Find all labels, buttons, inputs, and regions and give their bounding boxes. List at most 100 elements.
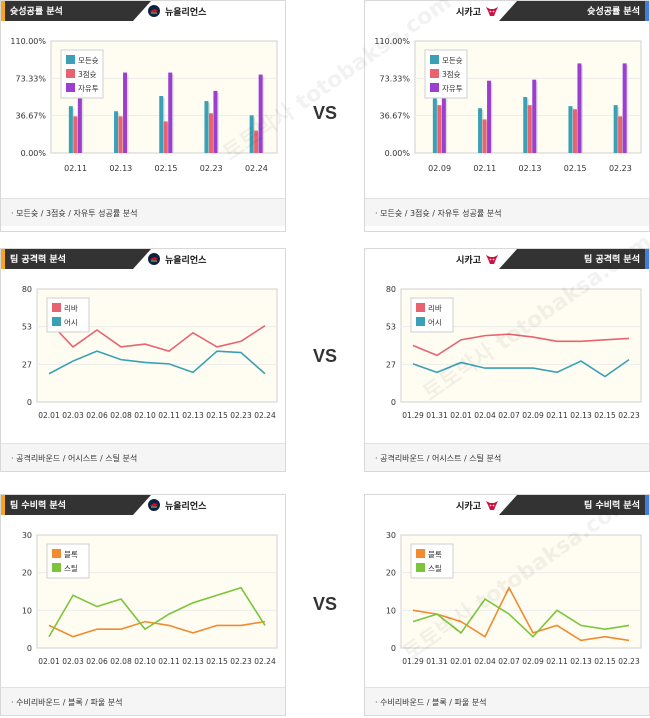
footer-text: 모든슛 / 3점슛 / 자유투 성공률 분석 <box>380 209 502 218</box>
x-tick-label: 02.13 <box>182 657 204 666</box>
bar <box>73 116 78 153</box>
y-tick-label: 27 <box>386 360 396 369</box>
x-tick-label: 02.24 <box>254 657 276 666</box>
bar <box>118 116 123 153</box>
panel-header: 팀 공격력 분석 <box>365 249 649 269</box>
y-tick-label: 10 <box>22 606 32 615</box>
bulls-logo-icon <box>486 501 498 510</box>
y-tick-label: 80 <box>386 285 396 294</box>
legend-swatch <box>66 55 75 64</box>
x-tick-label: 02.11 <box>473 164 496 173</box>
x-tick-label: 02.15 <box>564 164 587 173</box>
panel-footer: · 수비리바운드 / 블록 / 파울 분석 <box>1 687 285 715</box>
bar <box>159 95 164 153</box>
y-tick-label: 30 <box>22 531 32 540</box>
legend-label: 모든슛 <box>442 56 463 65</box>
y-tick-label: 20 <box>22 569 32 578</box>
footer-text: 모든슛 / 3점슛 / 자유투 성공률 분석 <box>16 209 138 218</box>
x-tick-label: 02.08 <box>110 657 132 666</box>
legend-swatch <box>430 69 439 78</box>
pelicans-logo-icon <box>148 253 160 265</box>
x-tick-label: 02.03 <box>62 411 84 420</box>
team-name: 뉴올리언스 <box>165 7 207 18</box>
bar <box>163 121 168 153</box>
footer-text: 수비리바운드 / 블록 / 파울 분석 <box>16 698 123 707</box>
x-tick-label: 02.23 <box>618 411 640 420</box>
bar <box>254 130 259 153</box>
y-tick-label: 27 <box>22 360 32 369</box>
offense-section: 팀 공격력 분석 뉴올리언스 80 53 27 0 02.01 02.03 02.06 02.… <box>0 248 650 483</box>
bar <box>258 74 263 153</box>
team-label-right: 시카고 <box>456 4 499 18</box>
bar <box>441 61 446 154</box>
vs-label: VS <box>312 346 337 366</box>
panel-header: 팀 공격력 분석 <box>1 249 285 269</box>
x-tick-label: 02.07 <box>498 657 520 666</box>
team-label-right: 시카고 <box>456 498 499 512</box>
x-tick-label: 02.13 <box>570 657 592 666</box>
bar <box>123 72 128 153</box>
y-tick-label: 0.00% <box>21 149 47 158</box>
x-tick-label: 02.01 <box>450 411 472 420</box>
legend-swatch <box>52 563 61 572</box>
legend-label: 어시 <box>64 317 78 327</box>
x-tick-label: 01.29 <box>402 657 424 666</box>
x-tick-label: 02.13 <box>109 164 132 173</box>
x-tick-label: 02.24 <box>254 411 276 420</box>
panel-header: 슛성공률 분석 <box>365 1 649 21</box>
section-title: 팀 공격력 분석 <box>584 255 640 265</box>
team-name: 뉴올리언스 <box>165 501 207 512</box>
bar <box>527 105 532 153</box>
x-tick-label: 02.23 <box>618 657 640 666</box>
vs-label: VS <box>312 103 337 123</box>
y-tick-label: 20 <box>386 569 396 578</box>
legend-swatch <box>52 549 61 558</box>
shooting-section: 슛성공률 분석 뉴올리언스 110.00% 73.33% 36.67% 0.00% 02… <box>0 0 650 235</box>
x-tick-label: 02.08 <box>110 411 132 420</box>
team-name: 뉴올리언스 <box>165 255 207 266</box>
legend-label: 스틸 <box>64 564 78 573</box>
x-tick-label: 02.23 <box>200 164 223 173</box>
pelicans-logo-icon <box>148 499 160 511</box>
y-tick-label: 36.67% <box>379 112 410 121</box>
bar <box>68 106 73 153</box>
x-tick-label: 02.06 <box>86 657 108 666</box>
x-tick-label: 02.06 <box>86 411 108 420</box>
x-tick-label: 02.11 <box>158 411 180 420</box>
legend-label: 리바 <box>428 303 442 313</box>
x-tick-label: 02.15 <box>594 411 616 420</box>
legend-swatch <box>416 563 425 572</box>
legend-label: 3점슛 <box>442 69 461 79</box>
bar <box>577 63 582 153</box>
x-tick-label: 02.04 <box>474 657 496 666</box>
vs-label: VS <box>312 594 337 614</box>
pelicans-logo-icon <box>148 5 160 17</box>
shooting-panel-left: 슛성공률 분석 뉴올리언스 110.00% 73.33% 36.67% 0.00% 02… <box>0 0 286 232</box>
x-tick-label: 02.01 <box>38 411 60 420</box>
x-tick-label: 02.01 <box>38 657 60 666</box>
y-tick-label: 0 <box>27 398 32 407</box>
x-tick-label: 02.11 <box>546 657 568 666</box>
bulls-logo-icon <box>486 255 498 264</box>
panel-header: 슛성공률 분석 <box>1 1 285 21</box>
x-tick-label: 02.09 <box>428 164 451 173</box>
bar <box>572 109 577 153</box>
legend-label: 스틸 <box>428 564 442 573</box>
y-tick-label: 73.33% <box>15 74 46 83</box>
section-title: 슛성공률 분석 <box>10 7 63 17</box>
x-tick-label: 02.01 <box>450 657 472 666</box>
panel-footer: · 수비리바운드 / 블록 / 파울 분석 <box>365 687 649 715</box>
team-label-left: 뉴올리언스 <box>147 498 206 512</box>
y-tick-label: 53 <box>22 323 32 332</box>
bar <box>432 98 437 153</box>
x-tick-label: 01.31 <box>426 657 448 666</box>
bar <box>482 119 487 153</box>
bar <box>523 97 528 153</box>
team-label-right: 시카고 <box>456 252 499 266</box>
series-line <box>412 358 630 378</box>
defense-panel-left: 팀 수비력 분석 뉴올리언스 30 20 10 0 02.01 02.03 02.06 02.… <box>0 494 286 716</box>
bar <box>568 106 573 153</box>
x-tick-label: 02.11 <box>64 164 87 173</box>
